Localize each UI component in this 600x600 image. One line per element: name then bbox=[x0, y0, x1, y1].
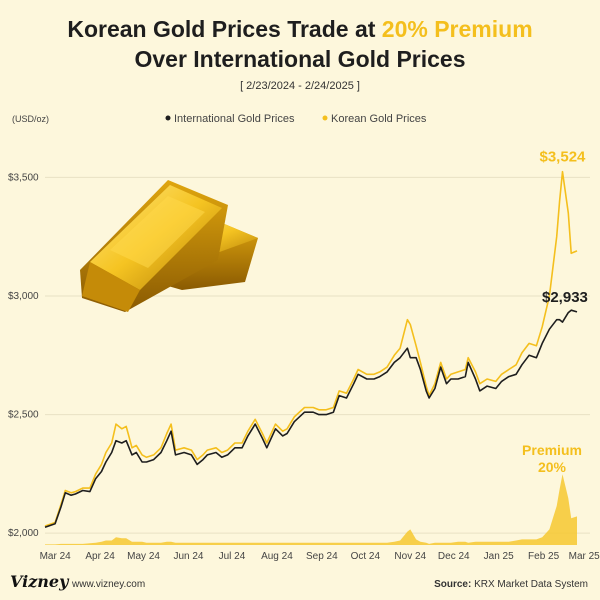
x-tick-label: Jun 24 bbox=[173, 551, 203, 562]
x-tick-label: Sep 24 bbox=[306, 551, 338, 562]
x-tick-label: Mar 24 bbox=[40, 551, 72, 562]
title-highlight: 20% Premium bbox=[381, 16, 533, 42]
y-tick-label: $2,500 bbox=[8, 410, 39, 421]
international-end-label: $2,933 bbox=[542, 289, 588, 306]
legend-label-international: International Gold Prices bbox=[174, 113, 295, 125]
legend-dot-international bbox=[165, 115, 171, 121]
premium-label-line1: Premium bbox=[522, 442, 582, 458]
x-tick-label: Oct 24 bbox=[351, 551, 381, 562]
y-unit-label: (USD/oz) bbox=[12, 114, 49, 124]
international-price-line bbox=[44, 309, 578, 528]
footer-url: www.vizney.com bbox=[72, 579, 146, 590]
x-tick-label: Feb 25 bbox=[528, 551, 560, 562]
x-tick-label: Nov 24 bbox=[394, 551, 426, 562]
legend: International Gold Prices Korean Gold Pr… bbox=[165, 113, 427, 125]
vizney-logo: Vizney bbox=[10, 572, 69, 591]
x-tick-label: Jan 25 bbox=[484, 551, 514, 562]
x-tick-label: Apr 24 bbox=[85, 551, 115, 562]
korean-price-line bbox=[44, 170, 578, 527]
source-text: KRX Market Data System bbox=[474, 579, 588, 590]
chart-title-line2: Over International Gold Prices bbox=[134, 46, 466, 72]
source-label: Source: bbox=[434, 579, 472, 590]
premium-area bbox=[45, 474, 577, 545]
legend-label-korean: Korean Gold Prices bbox=[331, 113, 427, 125]
title-text: Korean Gold Prices Trade at bbox=[67, 16, 382, 42]
korean-end-label: $3,524 bbox=[540, 149, 587, 166]
premium-label-line2: 20% bbox=[538, 459, 567, 475]
y-tick-label: $2,000 bbox=[8, 528, 39, 539]
y-axis-ticks: $2,000 $2,500 $3,000 $3,500 bbox=[8, 172, 39, 539]
x-tick-label: Aug 24 bbox=[261, 551, 293, 562]
x-tick-label: Dec 24 bbox=[438, 551, 470, 562]
footer-source: Source: KRX Market Data System bbox=[434, 579, 588, 590]
y-tick-label: $3,500 bbox=[8, 172, 39, 183]
x-axis-ticks: Mar 24 Apr 24 May 24 Jun 24 Jul 24 Aug 24 Sep … bbox=[40, 551, 600, 562]
legend-dot-korean bbox=[322, 115, 328, 121]
gold-bars-image bbox=[80, 180, 258, 312]
y-tick-label: $3,000 bbox=[8, 291, 39, 302]
chart-subtitle: [ 2/23/2024 - 2/24/2025 ] bbox=[240, 80, 360, 92]
x-tick-label: Jul 24 bbox=[219, 551, 246, 562]
x-tick-label: May 24 bbox=[127, 551, 160, 562]
chart-title-line1: Korean Gold Prices Trade at 20% Premium bbox=[0, 16, 600, 43]
x-tick-label: Mar 25 bbox=[569, 551, 600, 562]
